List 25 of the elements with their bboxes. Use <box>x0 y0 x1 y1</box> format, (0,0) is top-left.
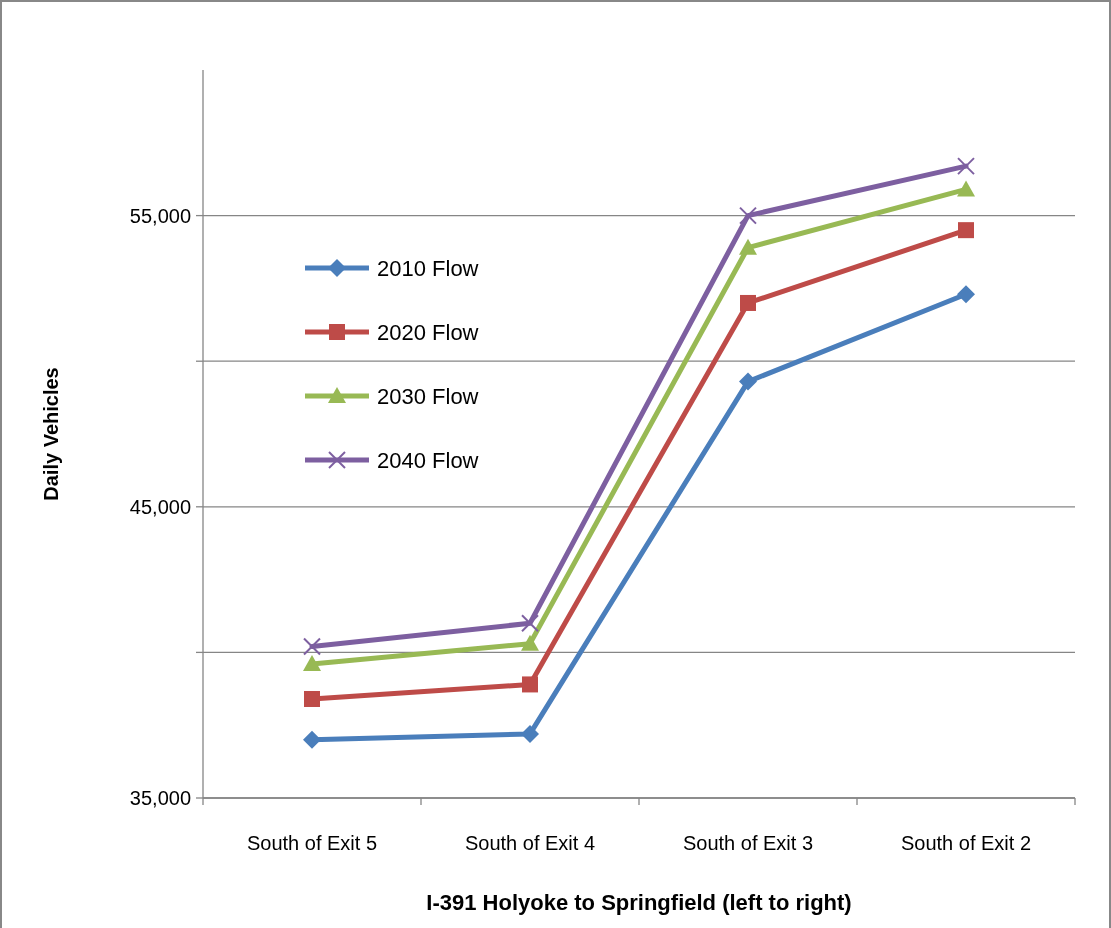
x-tick-label: South of Exit 4 <box>464 832 596 854</box>
point <box>958 222 974 239</box>
legend-label: 2010 Flow <box>377 255 479 281</box>
legend-label: 2030 Flow <box>377 383 479 409</box>
point <box>522 676 538 693</box>
point <box>957 285 975 304</box>
legend-label: 2020 Flow <box>377 319 479 345</box>
x-tick-label: South of Exit 5 <box>246 832 378 854</box>
y-tick-label: 45,000 <box>129 495 191 518</box>
y-tick-label: 35,000 <box>129 787 191 809</box>
y-tick-label: 55,000 <box>129 204 191 227</box>
point <box>303 655 321 672</box>
y-axis-title: Daily Vehicles <box>40 367 62 501</box>
point <box>957 180 975 197</box>
x-axis-title: I-391 Holyoke to Springfield (left to right) <box>426 890 852 915</box>
x-tick-label: South of Exit 2 <box>900 832 1032 854</box>
legend-label: 2040 Flow <box>377 447 479 473</box>
point <box>521 634 539 651</box>
x-tick-label: South of Exit 3 <box>682 832 814 854</box>
point <box>739 372 757 391</box>
point <box>739 238 757 255</box>
point <box>303 730 321 749</box>
point <box>521 724 539 743</box>
point <box>304 690 320 707</box>
point <box>740 294 756 311</box>
